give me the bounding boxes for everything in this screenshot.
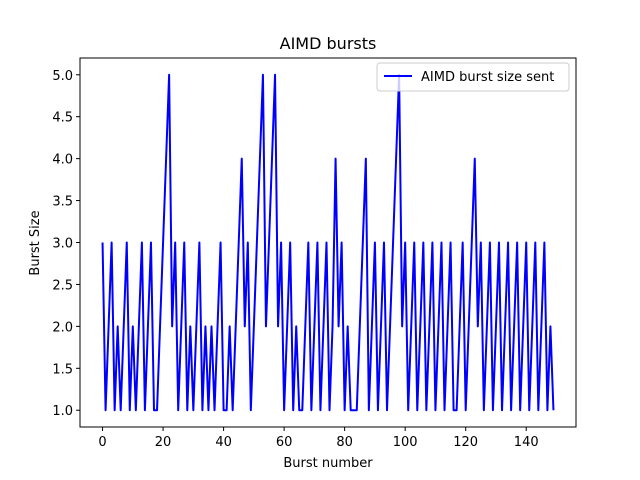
legend-label: AIMD burst size sent [421, 70, 554, 85]
x-tick-label: 0 [98, 435, 106, 450]
y-tick-label: 3.0 [52, 237, 73, 252]
y-tick-label: 1.5 [52, 362, 73, 377]
x-axis: 0 20 40 60 80 100 120 140 [98, 427, 539, 450]
y-tick-label: 1.0 [52, 404, 73, 419]
x-tick-label: 120 [453, 435, 478, 450]
x-tick-label: 140 [514, 435, 539, 450]
series-line-0 [101, 73, 555, 412]
y-tick-label: 5.0 [52, 69, 73, 84]
chart-title: AIMD bursts [280, 34, 377, 53]
legend: AIMD burst size sent [376, 62, 570, 92]
x-tick-label: 80 [336, 435, 353, 450]
x-tick-label: 20 [155, 435, 172, 450]
x-tick-label: 100 [393, 435, 418, 450]
y-tick-label: 4.0 [52, 153, 73, 168]
plot-area [101, 73, 555, 412]
y-tick-label: 3.5 [52, 195, 73, 210]
x-axis-label: Burst number [283, 456, 373, 471]
y-tick-label: 2.0 [52, 320, 73, 335]
y-tick-label: 2.5 [52, 278, 73, 293]
x-tick-label: 60 [276, 435, 293, 450]
legend-box [376, 62, 570, 92]
plot-frame [79, 57, 577, 428]
y-axis-label: Burst Size [28, 210, 43, 275]
x-tick-label: 40 [215, 435, 232, 450]
y-axis: 1.0 1.5 2.0 2.5 3.0 3.5 4.0 4.5 5.0 [52, 69, 80, 419]
y-tick-label: 4.5 [52, 111, 73, 126]
